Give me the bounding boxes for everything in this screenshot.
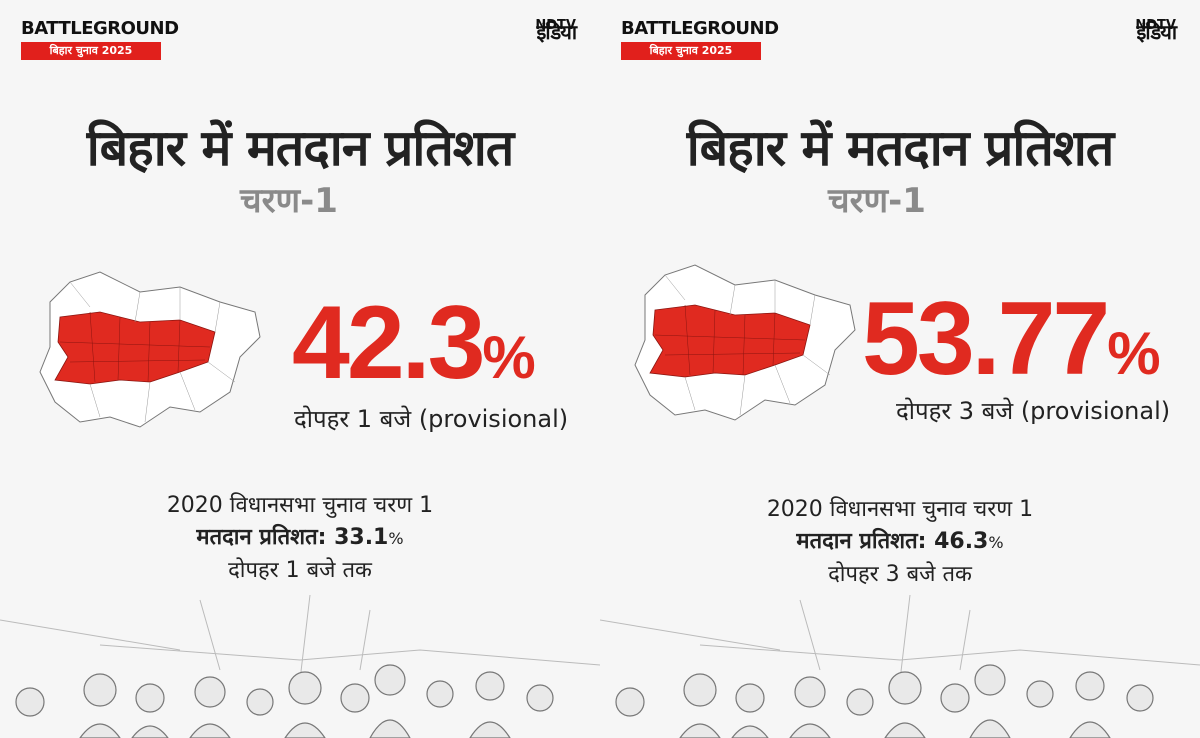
- battleground-brand: BATTLEGROUND बिहार चुनाव 2025: [21, 18, 179, 60]
- bihar-map-icon: [634, 264, 856, 421]
- prev-election-title: 2020 विधानसभा चुनाव चरण 1: [166, 493, 434, 518]
- brand-subtitle: बिहार चुनाव 2025: [21, 42, 161, 60]
- headline: बिहार में मतदान प्रतिशत: [86, 119, 515, 177]
- turnout-number: 53.77: [862, 281, 1110, 397]
- logo-india: इंडिया: [1136, 20, 1177, 44]
- turnout-value: 53.77%: [862, 284, 1161, 409]
- turnout-note: दोपहर 1 बजे (provisional): [294, 405, 569, 433]
- turnout-percent-sign: %: [482, 324, 536, 391]
- turnout-note: दोपहर 3 बजे (provisional): [896, 397, 1171, 425]
- logo-ndtv: NDTV: [535, 18, 576, 33]
- battleground-brand: BATTLEGROUND बिहार चुनाव 2025: [621, 18, 779, 60]
- turnout-number: 42.3: [292, 285, 485, 401]
- prev-time: दोपहर 1 बजे तक: [228, 558, 372, 583]
- prev-turnout-label: मतदान प्रतिशत: 33.1: [196, 525, 389, 550]
- prev-turnout: मतदान प्रतिशत: 46.3%: [600, 526, 1200, 559]
- logo-india: इंडिया: [536, 20, 577, 44]
- brand-title: BATTLEGROUND: [621, 18, 779, 39]
- ndtv-india-logo: NDTV इंडिया: [535, 18, 577, 44]
- brand-subtitle: बिहार चुनाव 2025: [621, 42, 761, 60]
- logo-ndtv: NDTV: [1135, 18, 1176, 33]
- bihar-map-icon: [39, 271, 261, 428]
- phase-label: चरण-1: [240, 181, 338, 221]
- phase-label: चरण-1: [828, 181, 926, 221]
- previous-election-info: 2020 विधानसभा चुनाव चरण 1 मतदान प्रतिशत:…: [0, 490, 600, 587]
- crowd-illustration: [0, 594, 600, 738]
- prev-turnout: मतदान प्रतिशत: 33.1%: [0, 522, 600, 555]
- prev-time: दोपहर 3 बजे तक: [828, 562, 972, 587]
- turnout-value: 42.3%: [292, 288, 536, 413]
- prev-election-title: 2020 विधानसभा चुनाव चरण 1: [766, 497, 1034, 522]
- prev-turnout-label: मतदान प्रतिशत: 46.3: [796, 529, 989, 554]
- previous-election-info: 2020 विधानसभा चुनाव चरण 1 मतदान प्रतिशत:…: [600, 494, 1200, 591]
- turnout-percent-sign: %: [1107, 320, 1161, 387]
- crowd-illustration: [600, 594, 1200, 738]
- prev-turnout-unit: %: [988, 533, 1004, 552]
- prev-turnout-unit: %: [388, 529, 404, 548]
- ndtv-india-logo: NDTV इंडिया: [1135, 18, 1177, 44]
- panel-left: BATTLEGROUND बिहार चुनाव 2025 NDTV इंडिय…: [0, 18, 600, 738]
- panel-right: BATTLEGROUND बिहार चुनाव 2025 NDTV इंडिय…: [600, 0, 1200, 738]
- brand-title: BATTLEGROUND: [21, 18, 179, 39]
- headline: बिहार में मतदान प्रतिशत: [686, 119, 1115, 177]
